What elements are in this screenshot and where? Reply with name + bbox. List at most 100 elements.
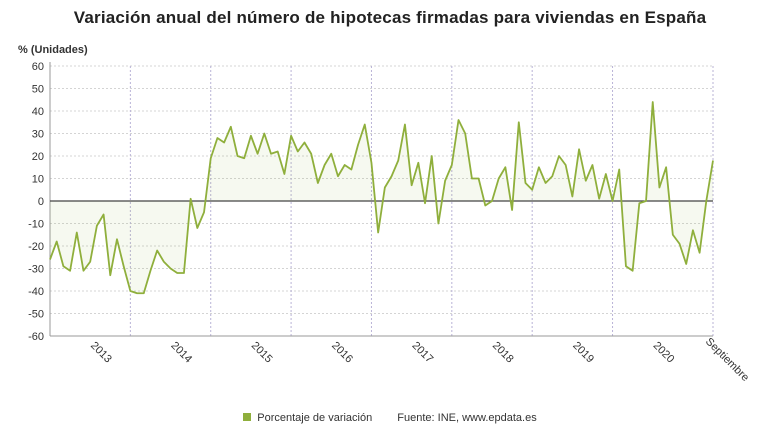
legend-series-label: Porcentaje de variación	[257, 412, 373, 424]
x-tick-label: 2013	[88, 340, 114, 366]
data-point	[705, 200, 708, 203]
data-point	[557, 155, 560, 158]
data-point	[357, 143, 360, 146]
data-point	[638, 202, 641, 205]
data-point	[62, 265, 65, 268]
y-tick-label: -50	[28, 309, 44, 321]
data-point	[256, 152, 259, 155]
data-point	[115, 238, 118, 241]
data-point	[49, 258, 52, 261]
y-tick-label: 60	[32, 61, 44, 73]
data-point	[477, 177, 480, 180]
x-tick-label: 2016	[329, 340, 355, 366]
data-point	[544, 182, 547, 185]
data-point	[243, 157, 246, 160]
legend-swatch	[243, 413, 252, 422]
data-point	[310, 152, 313, 155]
x-tick-label: 2020	[651, 340, 677, 366]
data-point	[276, 150, 279, 153]
legend-item-series[interactable]: Porcentaje de variación	[243, 412, 372, 424]
data-point	[437, 222, 440, 225]
data-point	[691, 229, 694, 232]
data-point	[122, 265, 125, 268]
data-point	[263, 132, 266, 135]
data-point	[551, 175, 554, 178]
data-point	[712, 159, 715, 162]
data-point	[417, 161, 420, 164]
data-point	[189, 197, 192, 200]
data-point	[537, 166, 540, 169]
data-point	[303, 141, 306, 144]
data-point	[89, 260, 92, 263]
data-point	[236, 155, 239, 158]
data-point	[424, 202, 427, 205]
legend: Porcentaje de variación Fuente: INE, www…	[0, 412, 780, 424]
data-point	[403, 123, 406, 126]
data-point	[270, 152, 273, 155]
y-tick-label: -60	[28, 331, 44, 343]
data-point	[82, 269, 85, 272]
y-tick-label: 30	[32, 129, 44, 141]
data-point	[109, 274, 112, 277]
data-point	[55, 240, 58, 243]
data-point	[162, 260, 165, 263]
y-tick-label: -10	[28, 219, 44, 231]
x-tick-label: 2019	[570, 340, 596, 366]
data-point	[290, 134, 293, 137]
data-point	[511, 209, 514, 212]
data-point	[524, 182, 527, 185]
data-point	[624, 265, 627, 268]
data-point	[517, 121, 520, 124]
data-point	[584, 179, 587, 182]
data-point	[658, 186, 661, 189]
data-point	[470, 177, 473, 180]
data-point	[410, 184, 413, 187]
data-point	[203, 211, 206, 214]
data-point	[216, 137, 219, 140]
data-point	[283, 173, 286, 176]
data-point	[182, 272, 185, 275]
data-point	[209, 157, 212, 160]
data-point	[564, 164, 567, 167]
data-point	[491, 200, 494, 203]
data-point	[323, 164, 326, 167]
y-tick-label: -40	[28, 286, 44, 298]
y-tick-label: -20	[28, 241, 44, 253]
data-point	[578, 148, 581, 151]
data-point	[343, 164, 346, 167]
data-point	[390, 175, 393, 178]
y-tick-label: 20	[32, 151, 44, 163]
series-line	[49, 101, 714, 295]
data-point	[444, 179, 447, 182]
data-point	[698, 251, 701, 254]
x-tick-label: 2017	[410, 340, 436, 366]
data-point	[464, 132, 467, 135]
data-point	[645, 200, 648, 203]
data-point	[69, 269, 72, 272]
data-point	[249, 134, 252, 137]
data-point	[136, 292, 139, 295]
data-point	[450, 164, 453, 167]
data-point	[330, 152, 333, 155]
data-point	[223, 141, 226, 144]
x-tick-label: 2015	[249, 340, 275, 366]
y-tick-label: -30	[28, 264, 44, 276]
y-tick-label: 10	[32, 174, 44, 186]
data-point	[336, 175, 339, 178]
data-point	[504, 166, 507, 169]
data-point	[611, 200, 614, 203]
data-point	[129, 290, 132, 293]
y-tick-label: 50	[32, 84, 44, 96]
data-point	[651, 101, 654, 104]
data-point	[531, 188, 534, 191]
data-point	[591, 164, 594, 167]
data-point	[169, 267, 172, 270]
y-tick-label: 0	[38, 196, 44, 208]
data-point	[377, 231, 380, 234]
chart-title: Variación anual del número de hipotecas …	[73, 8, 707, 27]
data-point	[370, 161, 373, 164]
data-point	[598, 197, 601, 200]
data-point	[142, 292, 145, 295]
data-point	[631, 269, 634, 272]
